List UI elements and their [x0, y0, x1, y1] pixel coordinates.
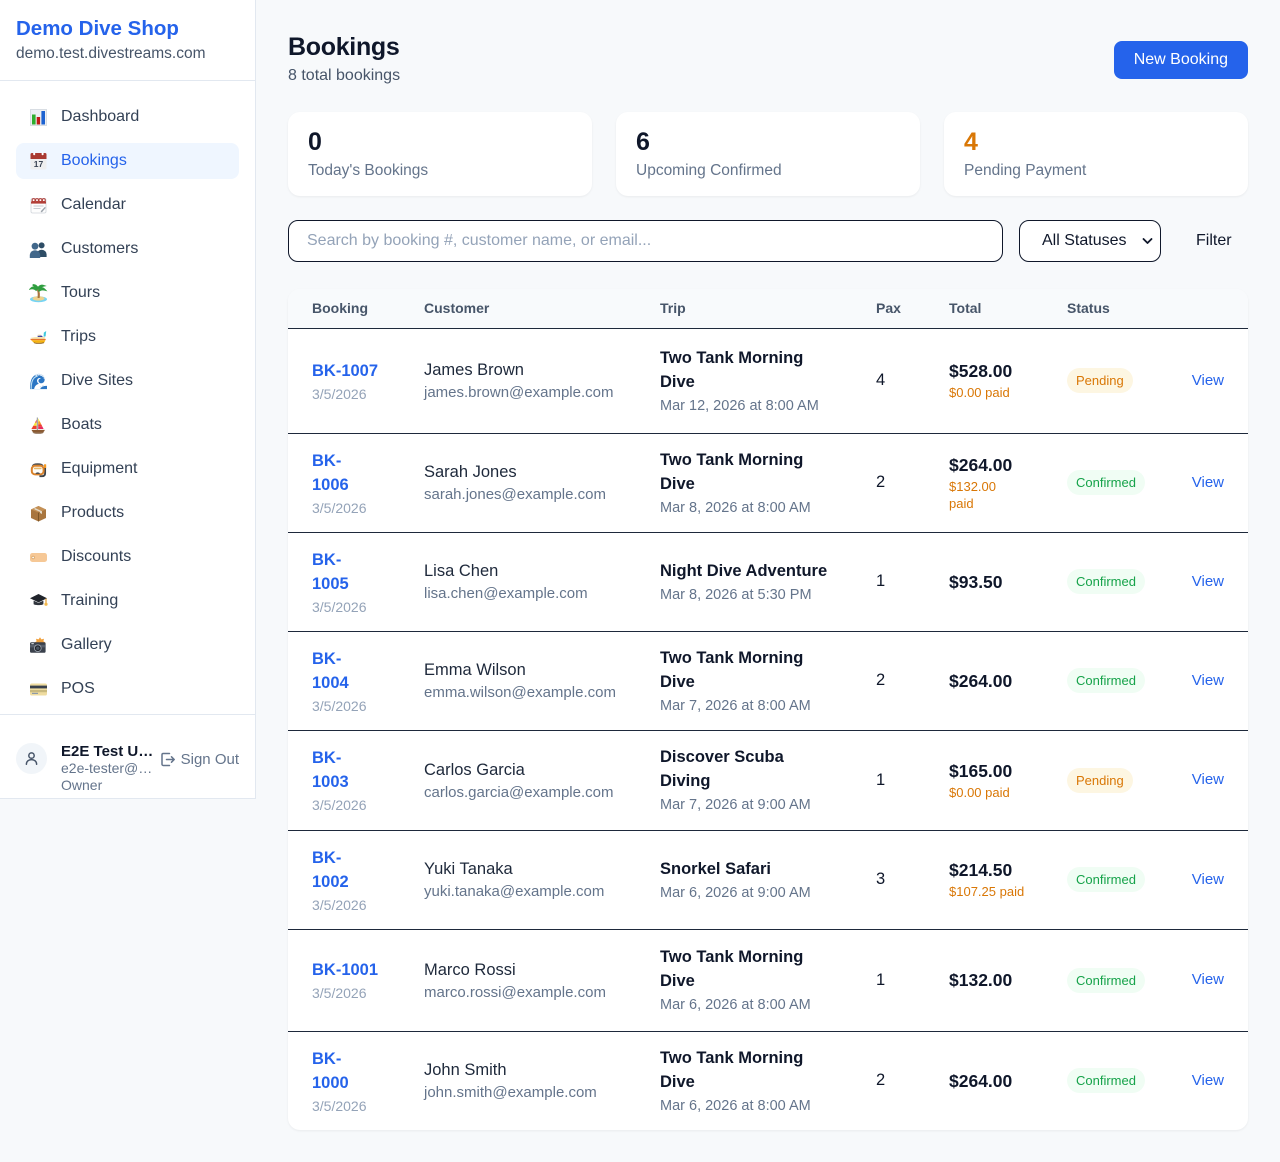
- svg-text:17: 17: [34, 159, 44, 169]
